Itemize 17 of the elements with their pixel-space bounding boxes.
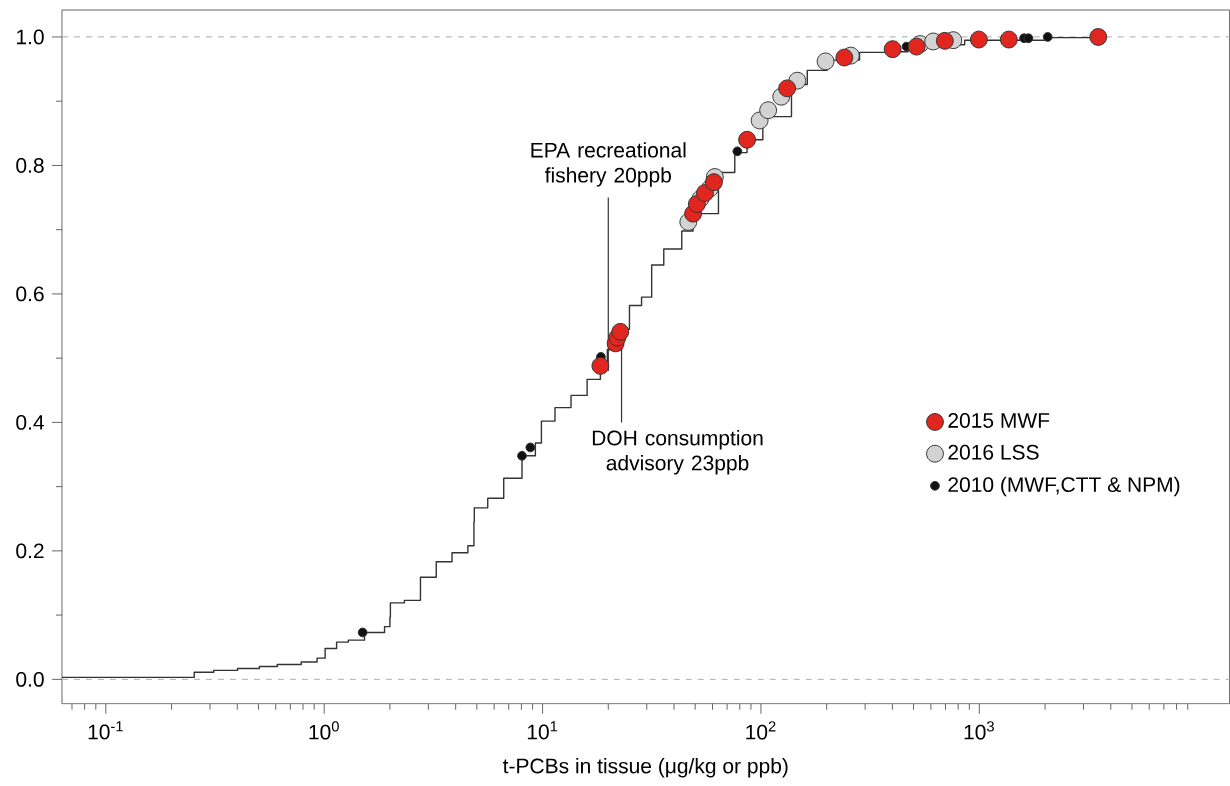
legend-label: 2010 (MWF,CTT & NPM) [948, 476, 1180, 497]
y-tick-label: 0.2 [16, 543, 44, 559]
ref-line-label: DOH consumption advisory 23ppb [592, 430, 763, 475]
y-tick-label: 0.0 [16, 672, 44, 687]
y-tick-label: 0.4 [16, 415, 44, 430]
x-tick-label: 10$^{1}$ [527, 721, 558, 740]
ref-line-label: EPA recreational fishery 20ppb [531, 142, 686, 187]
x-tick-label: 10$^{0}$ [309, 721, 339, 740]
x-tick-label: 10$^{-1}$ [88, 721, 123, 740]
legend-label: 2016 LSS [948, 444, 1039, 460]
y-tick-label: 0.8 [16, 158, 44, 174]
y-tick-label: 1.0 [17, 29, 44, 45]
legend-label: 2015 MWF [948, 413, 1050, 429]
x-tick-label: 10$^{3}$ [964, 721, 994, 740]
x-axis-title: t-PCBs in tissue (μg/kg or ppb) [502, 758, 788, 778]
y-tick-label: 0.6 [16, 286, 44, 302]
x-tick-label: 10$^{2}$ [746, 721, 776, 740]
